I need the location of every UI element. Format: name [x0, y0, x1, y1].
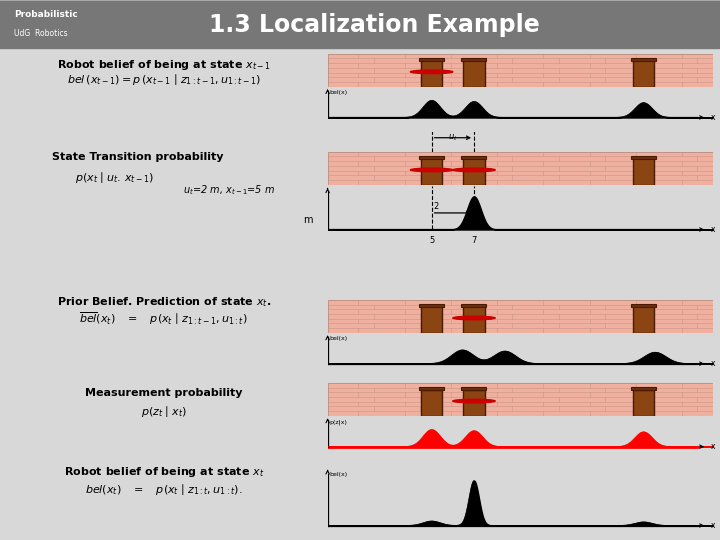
- Bar: [419, 156, 444, 159]
- Text: 5: 5: [429, 236, 434, 245]
- Bar: [421, 389, 442, 416]
- Circle shape: [410, 70, 453, 73]
- Bar: [631, 156, 656, 159]
- Bar: [419, 387, 444, 390]
- Text: Measurement probability: Measurement probability: [85, 388, 243, 398]
- Text: Probabilistic: Probabilistic: [14, 10, 78, 19]
- Circle shape: [410, 168, 453, 172]
- Bar: [631, 304, 656, 307]
- Text: Prior Belief. Prediction of state $x_t$.: Prior Belief. Prediction of state $x_t$.: [57, 295, 271, 309]
- Text: x: x: [711, 113, 716, 122]
- Bar: [464, 158, 485, 185]
- Text: x: x: [711, 521, 716, 530]
- Bar: [419, 58, 444, 61]
- Text: 1.3 Localization Example: 1.3 Localization Example: [209, 13, 540, 37]
- Bar: [462, 387, 487, 390]
- Bar: [633, 306, 654, 333]
- Text: Robot belief of being at state $x_{t-1}$: Robot belief of being at state $x_{t-1}$: [57, 58, 271, 72]
- Text: $\overline{bel}(x_t)\quad=\quad p(x_t\mid z_{1:t-1},u_{1:t})$: $\overline{bel}(x_t)\quad=\quad p(x_t\mi…: [79, 310, 248, 327]
- Text: $bel\,(x_{t-1})= p\,(x_{t-1}\mid z_{1:t-1},u_{1:t-1})$: $bel\,(x_{t-1})= p\,(x_{t-1}\mid z_{1:t-…: [67, 72, 261, 87]
- FancyBboxPatch shape: [0, 1, 720, 49]
- Text: x: x: [711, 442, 716, 451]
- Text: bel(x): bel(x): [330, 471, 348, 477]
- Bar: [421, 306, 442, 333]
- Text: State Transition probability: State Transition probability: [52, 152, 223, 162]
- Bar: [631, 387, 656, 390]
- Bar: [419, 304, 444, 307]
- Bar: [421, 60, 442, 87]
- Text: UdG  Robotics: UdG Robotics: [14, 29, 68, 38]
- Text: bel(x): bel(x): [330, 336, 348, 341]
- Text: Robot belief of being at state $x_t$: Robot belief of being at state $x_t$: [63, 465, 264, 479]
- Bar: [633, 158, 654, 185]
- Bar: [421, 158, 442, 185]
- Text: p(z|x): p(z|x): [330, 420, 348, 425]
- Text: 2: 2: [433, 202, 438, 211]
- Text: $p(x_t\mid u_t.\,x_{t-1})$: $p(x_t\mid u_t.\,x_{t-1})$: [75, 170, 154, 185]
- Bar: [464, 60, 485, 87]
- Text: x: x: [711, 225, 716, 234]
- Circle shape: [453, 168, 495, 172]
- Bar: [633, 389, 654, 416]
- Text: x: x: [711, 359, 716, 368]
- Text: $bel(x_t)\quad=\quad p(x_t\mid z_{1:t},u_{1:t}).$: $bel(x_t)\quad=\quad p(x_t\mid z_{1:t},u…: [85, 482, 243, 497]
- Bar: [464, 389, 485, 416]
- Circle shape: [453, 399, 495, 403]
- Bar: [631, 58, 656, 61]
- Bar: [633, 60, 654, 87]
- Circle shape: [453, 316, 495, 320]
- Text: $u_t$=2 m, $x_{t-1}$=5 m: $u_t$=2 m, $x_{t-1}$=5 m: [184, 183, 275, 197]
- Text: $u_t$: $u_t$: [448, 133, 458, 143]
- Text: $p(z_t\mid x_t)$: $p(z_t\mid x_t)$: [141, 404, 186, 419]
- Bar: [462, 156, 487, 159]
- Text: bel(x): bel(x): [330, 90, 348, 95]
- Bar: [464, 306, 485, 333]
- Bar: [462, 304, 487, 307]
- Text: 7: 7: [472, 236, 477, 245]
- Text: m: m: [302, 214, 312, 225]
- Bar: [462, 58, 487, 61]
